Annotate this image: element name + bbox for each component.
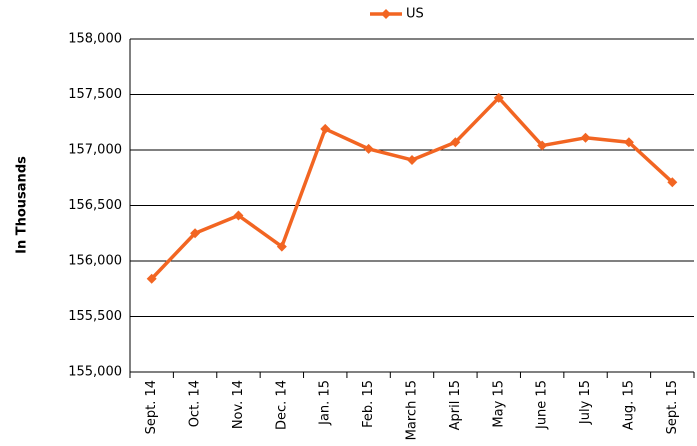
x-tick-label: April 15	[448, 380, 463, 430]
y-tick-label: 156,000	[68, 254, 122, 269]
y-tick-label: 158,000	[68, 32, 122, 47]
y-tick-label: 156,500	[68, 198, 122, 213]
point-marker	[580, 132, 591, 143]
x-tick-label: March 15	[405, 380, 420, 440]
series-line	[150, 96, 674, 280]
point-marker	[407, 154, 417, 165]
x-tick-label: Dec. 14	[274, 380, 289, 430]
x-tick-label: Sept. 15	[665, 380, 680, 434]
point-marker	[320, 123, 331, 134]
point-marker	[623, 137, 634, 148]
point-marker	[667, 177, 678, 188]
x-tick-label: Jan. 15	[318, 380, 333, 426]
x-tick-label: June 15	[535, 380, 550, 430]
x-tick-label: May 15	[491, 380, 506, 428]
y-tick-label: 157,000	[68, 143, 122, 158]
point-marker	[363, 143, 374, 154]
x-tick-label: Sept. 14	[144, 380, 159, 434]
x-tick-label: Feb. 15	[361, 380, 376, 428]
x-tick-label: Nov. 14	[231, 380, 246, 429]
y-tick-label: 155,000	[68, 365, 122, 380]
x-tick-label: Aug. 15	[621, 380, 636, 430]
legend-marker	[381, 9, 391, 19]
y-tick-label: 155,500	[68, 309, 122, 324]
legend-label: US	[406, 7, 424, 22]
point-marker	[190, 228, 201, 239]
point-marker	[146, 273, 157, 284]
x-tick-label: July 15	[578, 380, 593, 425]
point-marker	[450, 137, 461, 148]
point-marker	[233, 210, 244, 221]
x-tick-label: Oct. 14	[188, 380, 203, 427]
y-axis-label: In Thousands	[15, 156, 30, 254]
point-marker	[493, 92, 504, 103]
y-tick-label: 157,500	[68, 87, 122, 102]
point-marker	[537, 140, 548, 151]
point-marker	[276, 241, 287, 252]
